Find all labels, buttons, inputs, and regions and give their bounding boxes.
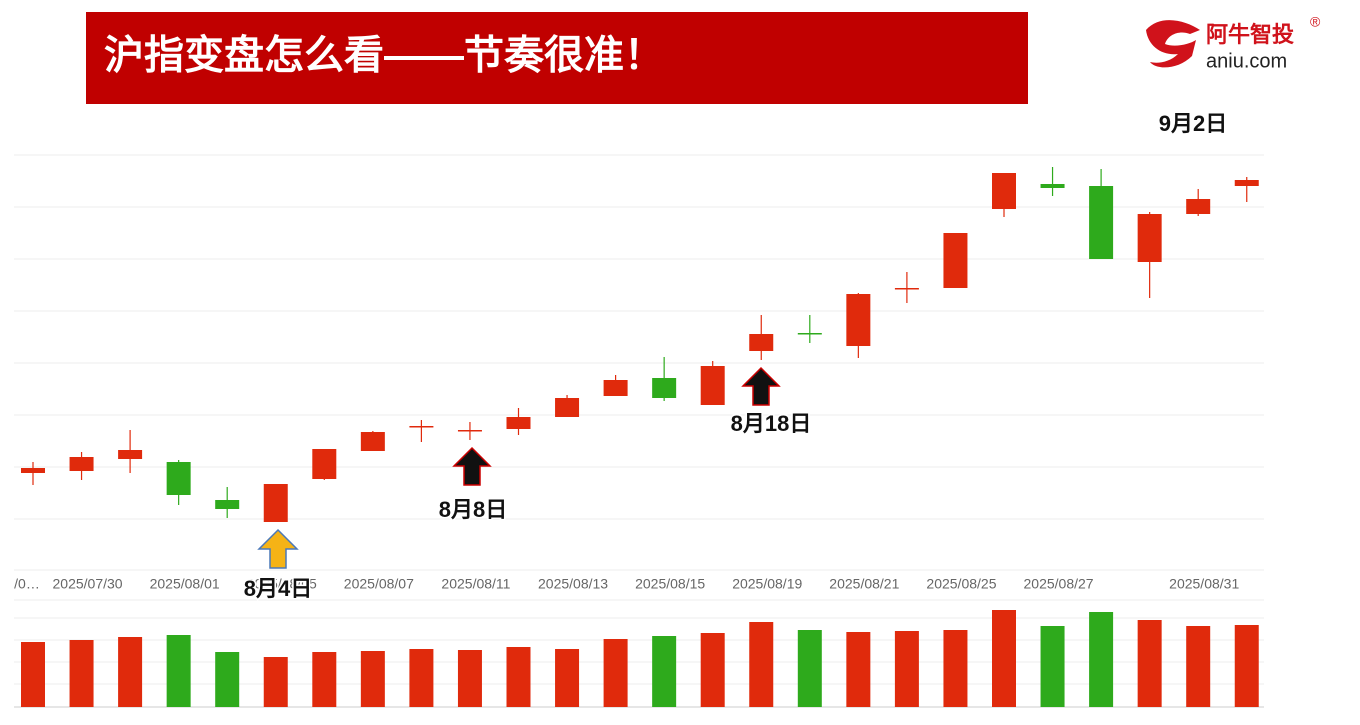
- volume-bar: [360, 651, 385, 707]
- x-tick-label: 2025/07/30: [53, 576, 123, 592]
- candle-body: [1089, 186, 1114, 259]
- volume-bar: [894, 631, 919, 707]
- x-tick-label: /0…: [14, 576, 40, 592]
- volume-bar: [797, 630, 822, 707]
- volume-bar: [943, 630, 968, 707]
- candle-body: [409, 426, 434, 428]
- volume-bar: [1137, 620, 1162, 707]
- volume-bar: [1089, 612, 1114, 707]
- logo: 阿牛智投 ® aniu.com: [1146, 14, 1321, 72]
- brand: 阿牛智投: [1206, 22, 1294, 47]
- volume-bar: [69, 640, 94, 707]
- volume-bar: [166, 635, 191, 707]
- volume-bar: [118, 637, 143, 707]
- title: 沪指变盘怎么看——节奏很准！: [104, 33, 664, 78]
- x-tick-label: 2025/08/05: [247, 576, 317, 592]
- annotation: 8月4日: [244, 576, 312, 601]
- volume-bar: [506, 647, 531, 707]
- volume-bar: [1234, 625, 1259, 707]
- candle-body: [894, 288, 919, 290]
- x-tick-label: 2025/08/07: [344, 576, 414, 592]
- candle-body: [555, 398, 580, 417]
- candle-body: [846, 294, 871, 346]
- candle-body: [749, 334, 774, 351]
- x-tick-label: 2025/08/13: [538, 576, 608, 592]
- candle-body: [1234, 180, 1259, 186]
- volume-bar: [555, 649, 580, 707]
- x-tick-label: 2025/08/15: [635, 576, 705, 592]
- site: aniu.com: [1206, 50, 1287, 72]
- x-tick-label: 2025/08/11: [441, 576, 510, 592]
- candle-body: [700, 366, 725, 405]
- volume-bar: [749, 622, 774, 707]
- volume-bar: [457, 650, 482, 707]
- candle-body: [166, 462, 191, 495]
- candle-body: [506, 417, 531, 429]
- gridlines: [14, 154, 1264, 708]
- candle-body: [69, 457, 94, 471]
- volume-bar: [992, 610, 1016, 707]
- volume-bar: [1040, 626, 1065, 707]
- x-tick-label: 2025/08/21: [829, 576, 899, 592]
- arrows: [257, 366, 781, 569]
- volume-bar: [846, 632, 871, 707]
- volume-bar: [263, 657, 288, 707]
- candle-body: [943, 233, 968, 288]
- candle-body: [360, 432, 385, 451]
- volume-bar: [312, 652, 337, 707]
- candle-body: [457, 430, 482, 432]
- candle-body: [603, 380, 628, 396]
- x-tick-label: 2025/08/01: [150, 576, 220, 592]
- candle-body: [797, 333, 822, 335]
- annotation: 8月18日: [731, 411, 812, 436]
- volume-bar: [700, 633, 725, 707]
- volume-bar: [652, 636, 677, 707]
- candle-body: [215, 500, 240, 509]
- candle-body: [1040, 184, 1065, 188]
- candle-body: [21, 468, 45, 473]
- x-tick-label: 2025/08/19: [732, 576, 802, 592]
- title-banner: [86, 12, 1028, 104]
- volume-bar: [603, 639, 628, 707]
- annotation: 8月8日: [439, 497, 507, 522]
- x-tick-label: 2025/08/31: [1169, 576, 1239, 592]
- candle-body: [312, 449, 337, 479]
- candle-body: [992, 173, 1016, 209]
- x-tick-label: 2025/08/27: [1024, 576, 1094, 592]
- volume-bar: [215, 652, 240, 707]
- volume-bar: [409, 649, 434, 707]
- candle-body: [652, 378, 677, 398]
- brand-mark: ®: [1310, 14, 1321, 30]
- x-tick-label: 2025/08/25: [926, 576, 996, 592]
- candle-body: [263, 484, 288, 522]
- candle-body: [1137, 214, 1162, 262]
- candle-body: [118, 450, 143, 459]
- annotation: 9月2日: [1159, 111, 1227, 136]
- candle-body: [1186, 199, 1211, 214]
- volume-bar: [21, 642, 45, 707]
- volume-bar: [1186, 626, 1211, 707]
